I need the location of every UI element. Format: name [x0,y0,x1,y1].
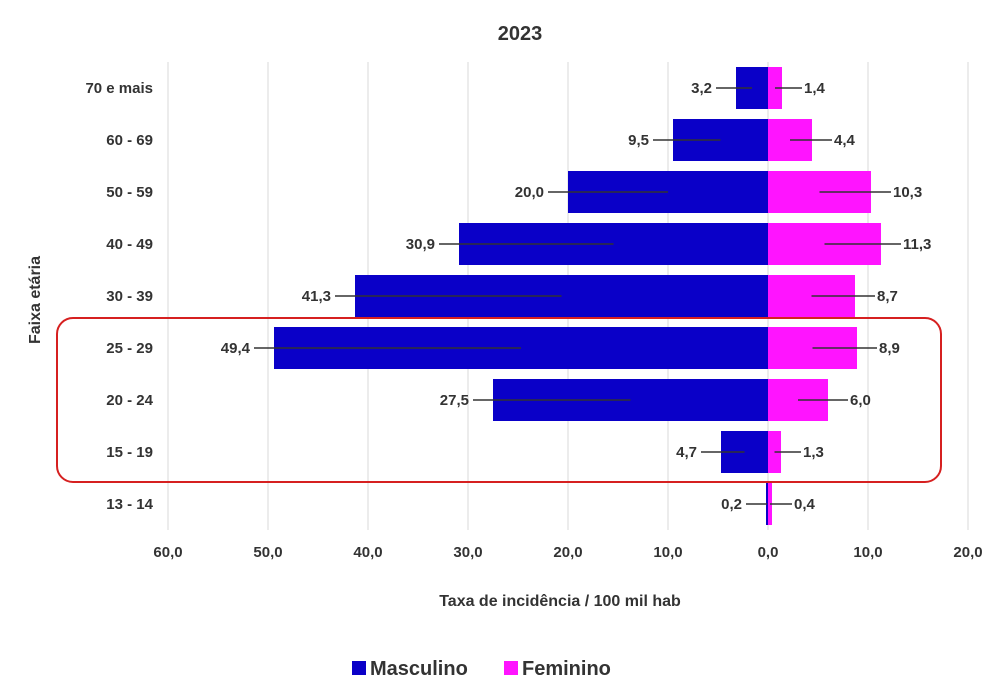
x-tick-label: 20,0 [953,544,982,561]
x-tick-label: 10,0 [653,544,682,561]
x-tick-label: 0,0 [758,544,779,561]
legend-label: Feminino [522,658,611,680]
y-category-label: 13 - 14 [106,496,153,513]
x-tick-label: 40,0 [353,544,382,561]
data-label-masculino: 27,5 [440,392,469,409]
y-category-label: 20 - 24 [106,392,153,409]
data-label-masculino: 9,5 [628,132,649,149]
data-label-feminino: 11,3 [903,236,931,253]
chart-title: 2023 [498,23,543,45]
legend: Masculino Feminino [352,658,611,680]
data-label-masculino: 49,4 [221,340,251,357]
data-label-feminino: 1,4 [804,80,826,97]
data-label-feminino: 8,9 [879,340,900,357]
legend-label: Masculino [370,658,468,680]
x-tick-label: 30,0 [453,544,482,561]
data-label-feminino: 6,0 [850,392,871,409]
data-labels: 3,2 1,4 9,5 4,4 20,0 10,3 30,9 11,3 41,3 8,7 49,4 8… [221,80,932,513]
x-tick-label: 20,0 [553,544,582,561]
y-axis-label: Faixa etária [27,256,44,344]
y-category-label: 15 - 19 [106,444,153,461]
y-category-label: 70 e mais [85,80,153,97]
y-category-label: 60 - 69 [106,132,153,149]
data-label-masculino: 3,2 [691,80,712,97]
y-category-label: 40 - 49 [106,236,153,253]
data-label-masculino: 20,0 [515,184,544,201]
x-tick-label: 10,0 [853,544,882,561]
legend-swatch [504,661,518,675]
y-category-label: 25 - 29 [106,340,153,357]
data-label-feminino: 1,3 [803,444,824,461]
data-label-masculino: 4,7 [676,444,697,461]
data-label-feminino: 0,4 [794,496,816,513]
data-label-feminino: 10,3 [893,184,922,201]
data-label-feminino: 4,4 [834,132,856,149]
x-tick-label: 50,0 [253,544,282,561]
y-category-label: 50 - 59 [106,184,153,201]
legend-swatch [352,661,366,675]
x-tick-label: 60,0 [153,544,182,561]
highlight-box [56,317,942,483]
x-axis-label: Taxa de incidência / 100 mil hab [439,593,681,610]
data-label-masculino: 30,9 [406,236,435,253]
data-label-masculino: 41,3 [302,288,331,305]
y-category-label: 30 - 39 [106,288,153,305]
highlight-rectangle [56,317,942,483]
axes: 60,0 50,0 40,0 30,0 20,0 10,0 0,0 10,0 20,0 70 e … [85,80,982,561]
data-label-feminino: 8,7 [877,288,898,305]
data-label-masculino: 0,2 [721,496,742,513]
